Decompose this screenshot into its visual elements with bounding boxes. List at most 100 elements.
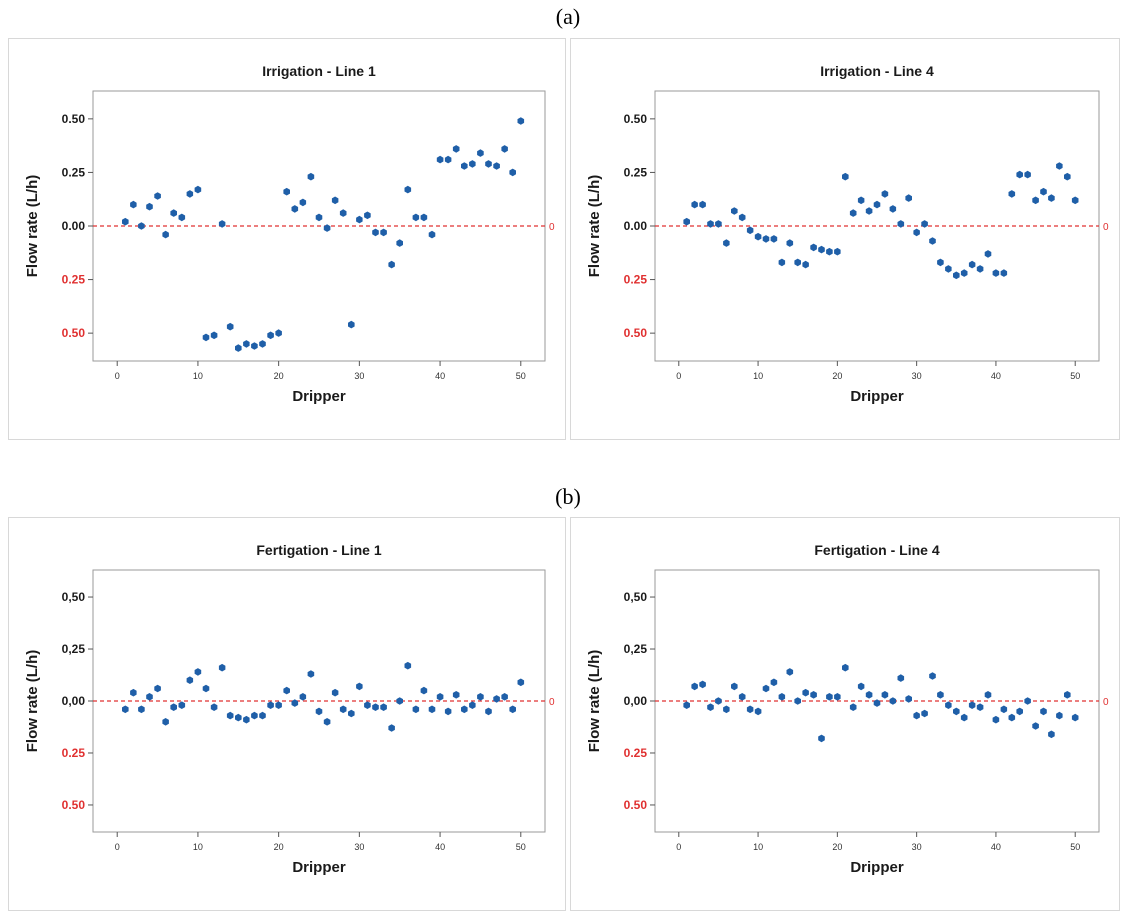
y-tick-label: 0.50 <box>624 798 648 812</box>
y-tick-label: 0.50 <box>624 112 648 126</box>
data-point <box>834 247 841 256</box>
data-point <box>1032 196 1039 205</box>
chart-fertigation-line-1: Fertigation - Line 1 0,50 0,25 0,00 0.25 0.50… <box>8 517 566 911</box>
data-point <box>992 269 1000 277</box>
data-point <box>122 217 129 226</box>
data-point <box>1048 730 1055 739</box>
y-tick-label: 0.00 <box>62 219 86 233</box>
data-point <box>770 678 778 687</box>
data-point <box>1032 722 1039 730</box>
data-point <box>810 243 817 252</box>
data-point <box>953 707 960 716</box>
data-point <box>683 217 690 226</box>
y-tick-label: 0,50 <box>62 590 86 604</box>
data-point <box>826 693 833 701</box>
data-point <box>1040 187 1047 196</box>
x-tick-label: 50 <box>1070 842 1080 852</box>
data-point <box>380 228 387 237</box>
y-tick-label: 0,00 <box>624 694 648 708</box>
data-point <box>897 220 905 228</box>
data-point <box>331 688 339 697</box>
data-point <box>477 693 484 701</box>
y-tick-label: 0,25 <box>624 642 648 656</box>
x-tick-label: 10 <box>753 371 763 381</box>
data-point <box>865 207 873 215</box>
data-point <box>1008 713 1016 722</box>
data-point <box>881 190 889 198</box>
data-point <box>501 145 508 153</box>
data-point <box>235 344 242 352</box>
x-tick-label: 10 <box>193 371 203 381</box>
data-point <box>299 198 307 207</box>
x-tick-label: 30 <box>354 371 364 381</box>
data-point <box>786 668 794 676</box>
data-point <box>146 693 153 701</box>
data-point <box>794 258 801 267</box>
data-point <box>842 663 849 672</box>
y-tick-label: 0,00 <box>62 694 86 708</box>
data-point <box>452 145 460 153</box>
data-point <box>210 703 218 711</box>
y-tick-label: 0.00 <box>624 219 648 233</box>
x-tick-label: 40 <box>991 371 1001 381</box>
panel-label-a: (a) <box>555 4 581 29</box>
data-point <box>154 684 161 693</box>
data-point <box>348 709 355 718</box>
data-point <box>226 322 234 331</box>
data-point <box>396 239 403 247</box>
data-point <box>1024 170 1031 179</box>
data-point <box>170 703 177 711</box>
data-point <box>509 705 516 714</box>
chart-title: Irrigation - Line 1 <box>262 63 376 79</box>
data-point <box>339 209 347 217</box>
data-point <box>842 172 849 181</box>
data-point <box>754 707 762 716</box>
data-point <box>226 711 234 720</box>
data-point <box>770 235 778 243</box>
x-tick-label: 20 <box>274 842 284 852</box>
x-tick-label: 0 <box>676 842 681 852</box>
data-point <box>1071 196 1079 205</box>
data-point <box>517 678 525 687</box>
data-point <box>746 226 754 235</box>
x-tick-label: 30 <box>354 842 364 852</box>
data-point <box>146 202 153 211</box>
data-point <box>960 713 968 722</box>
data-point <box>275 329 282 337</box>
x-axis-label: Dripper <box>850 859 904 876</box>
data-point <box>218 220 226 228</box>
y-tick-label: 0.25 <box>624 165 648 179</box>
y-tick-label: 0.50 <box>62 798 86 812</box>
data-point <box>1064 691 1071 699</box>
data-point <box>194 668 202 676</box>
data-point <box>1056 162 1063 170</box>
data-point <box>436 693 444 701</box>
data-point <box>1024 697 1031 705</box>
x-tick-label: 50 <box>516 371 526 381</box>
data-point <box>243 340 250 348</box>
data-point <box>778 693 786 701</box>
chart-title: Fertigation - Line 4 <box>814 542 939 558</box>
data-point <box>243 715 250 724</box>
data-point <box>130 200 137 209</box>
data-point <box>699 680 706 689</box>
data-point <box>235 713 242 722</box>
data-point <box>762 684 770 693</box>
data-point <box>778 258 786 267</box>
data-point <box>683 701 690 709</box>
data-point <box>356 215 363 224</box>
x-tick-label: 0 <box>676 371 681 381</box>
data-point <box>461 162 468 170</box>
data-point <box>162 230 169 239</box>
data-point <box>178 213 186 222</box>
data-point <box>452 691 460 699</box>
data-point <box>348 320 355 329</box>
data-point <box>873 699 881 707</box>
data-point <box>404 185 412 194</box>
x-axis-label: Dripper <box>850 388 904 405</box>
data-point <box>388 260 395 269</box>
data-point <box>984 691 992 699</box>
data-point <box>723 705 730 714</box>
data-point <box>428 230 436 239</box>
data-point <box>1040 707 1047 716</box>
